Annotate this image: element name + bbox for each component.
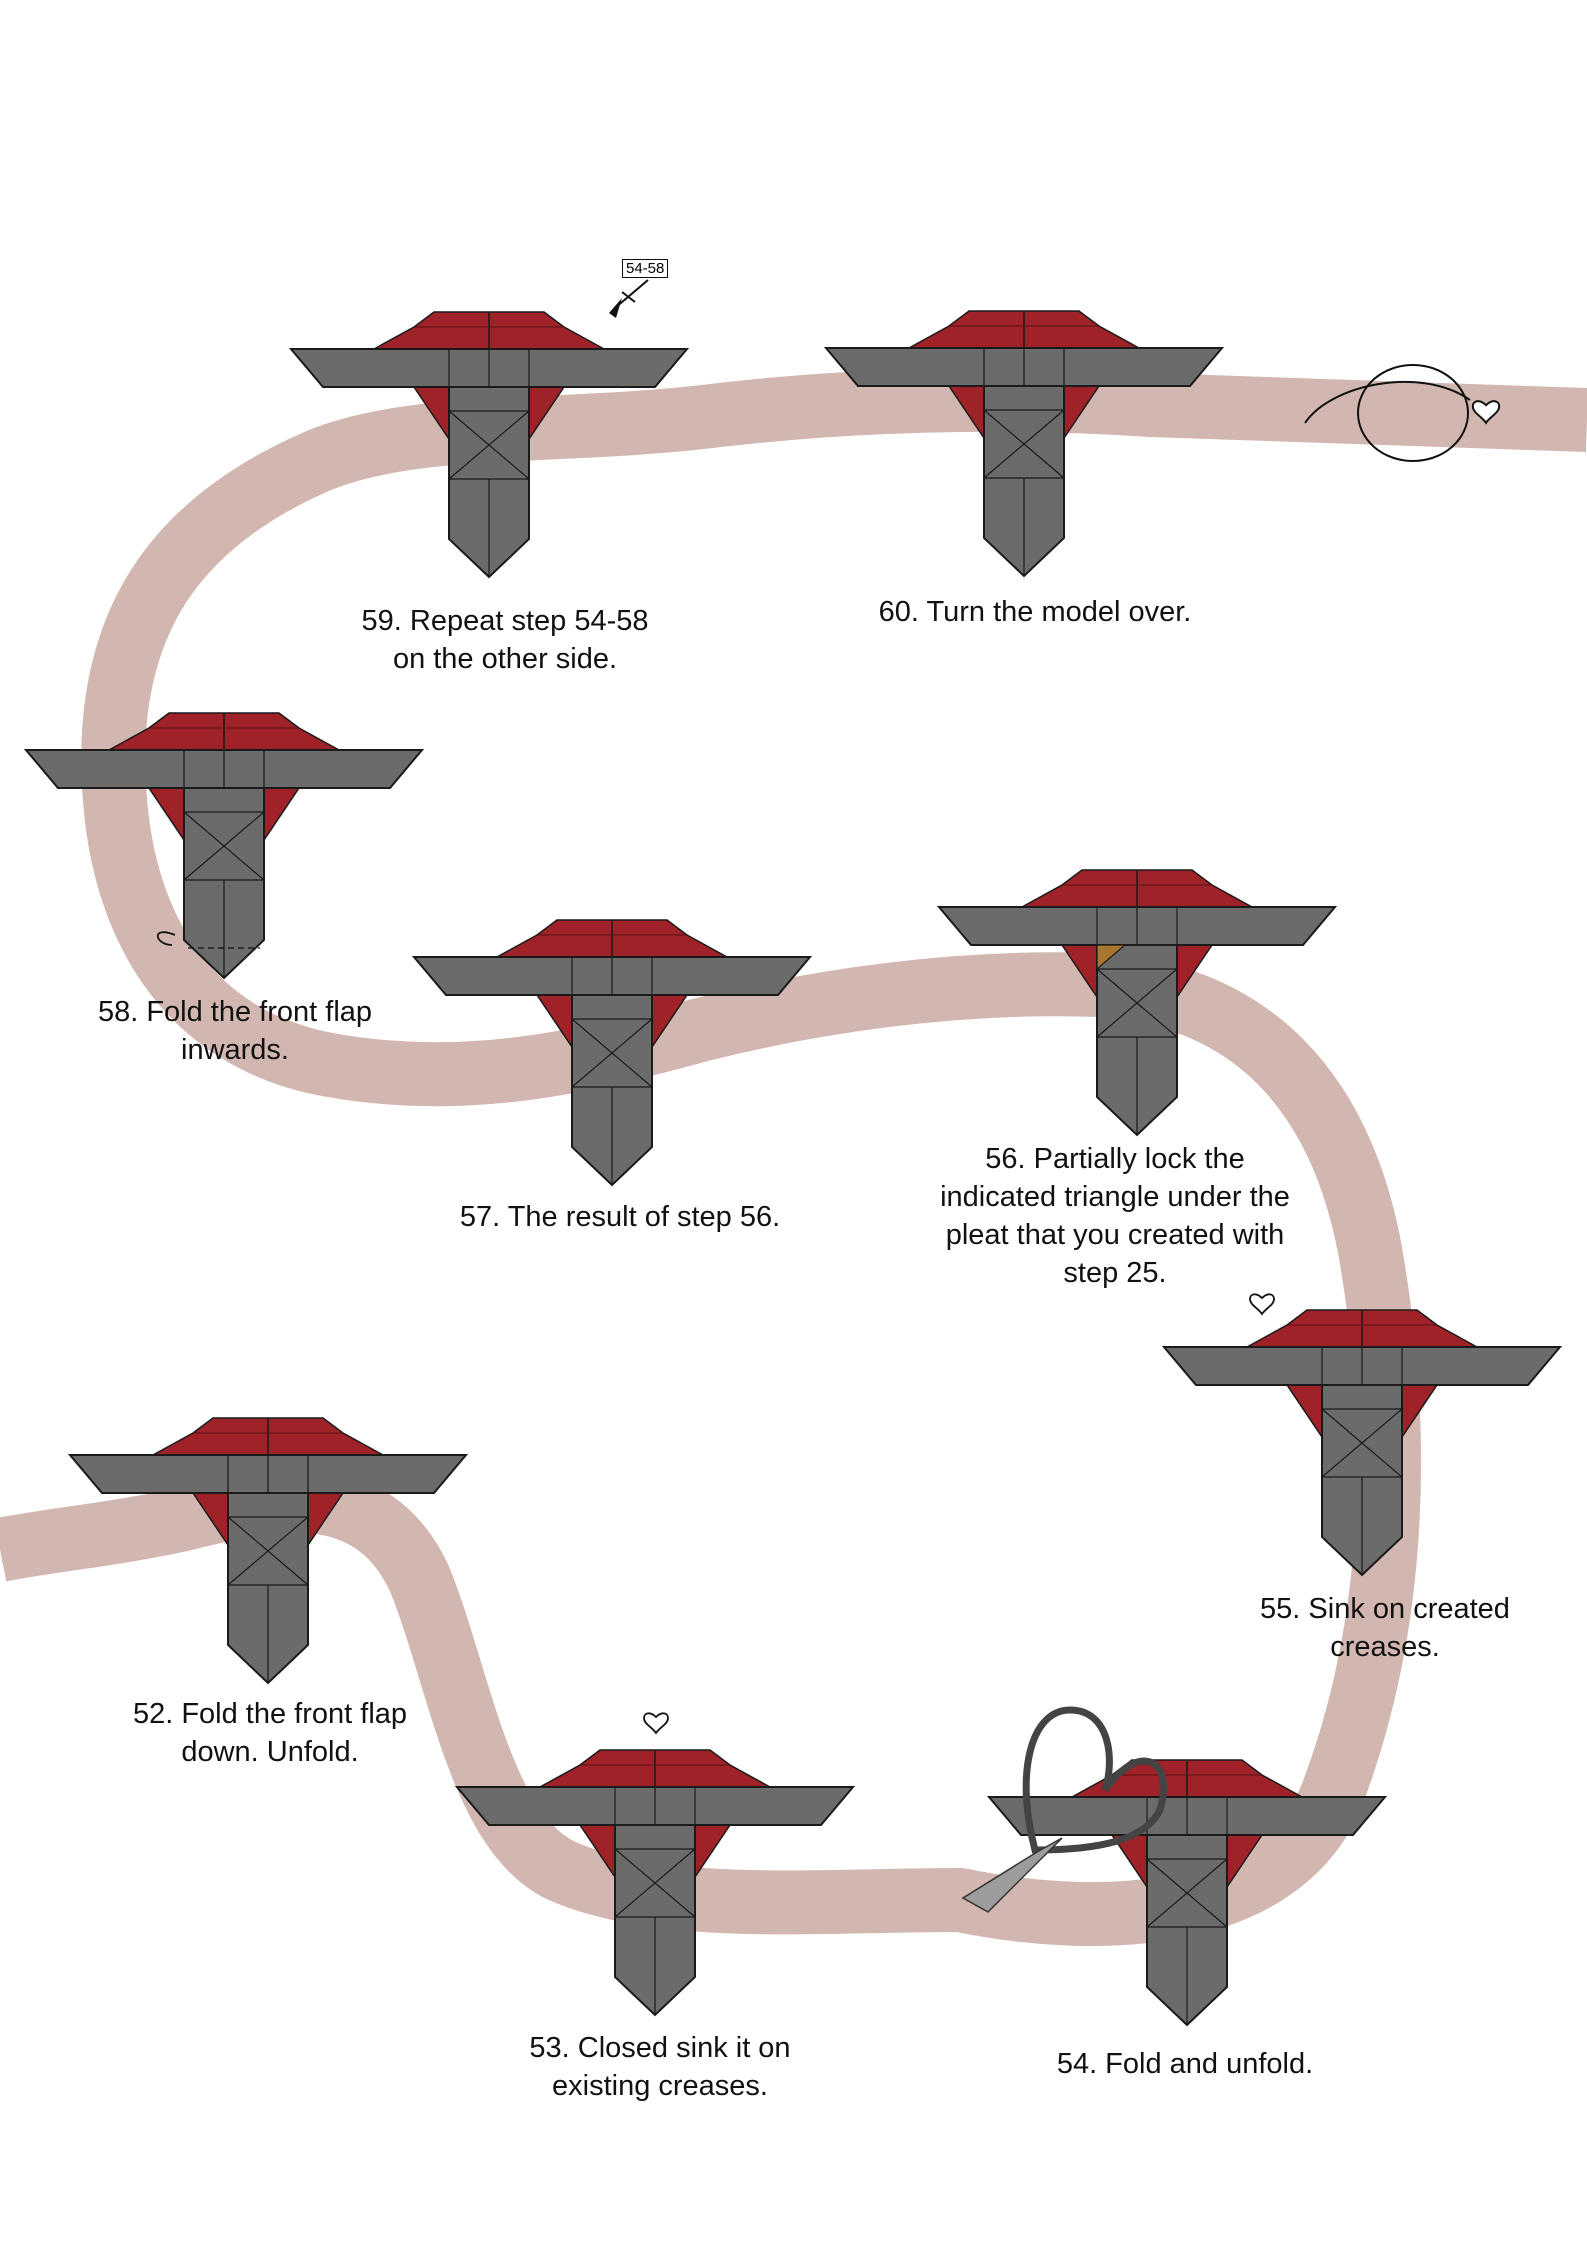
- red-wing-left: [147, 787, 185, 843]
- heart-icon: [643, 1712, 669, 1735]
- caption-line: 60. Turn the model over.: [878, 596, 1192, 628]
- caption-line: 56. Partially lock the: [985, 1143, 1245, 1175]
- caption-line: inwards.: [181, 1034, 289, 1066]
- caption-step-57: 57. The result of step 56.: [430, 1198, 810, 1236]
- crease-line: [448, 410, 530, 480]
- caption-step-54: 54. Fold and unfold.: [1010, 2045, 1360, 2083]
- model-step-59: [288, 311, 690, 579]
- caption-step-55: 55. Sink on created creases.: [1210, 1590, 1560, 1666]
- model-step-56: [936, 869, 1338, 1137]
- caption-line: 57. The result of step 56.: [459, 1201, 781, 1233]
- caption-line: creases.: [1330, 1631, 1440, 1663]
- caption-line: existing creases.: [552, 2070, 768, 2102]
- magnifier-rim: [1022, 1706, 1168, 1854]
- model-step-53: [454, 1749, 856, 2017]
- highlight-triangle: [1096, 944, 1127, 971]
- crease-line: [1146, 1858, 1228, 1928]
- crease-line: [571, 1018, 653, 1088]
- caption-line: 53. Closed sink it on: [529, 2032, 791, 2064]
- red-wing-right: [263, 787, 301, 843]
- caption-step-60: 60. Turn the model over.: [845, 593, 1225, 631]
- repeat-range-label: 54-58: [622, 259, 669, 278]
- model-step-55: [1161, 1309, 1563, 1577]
- crease-line: [1321, 1408, 1403, 1478]
- caption-step-59: 59. Repeat step 54-58 on the other side.: [330, 602, 680, 678]
- red-wing-left: [1285, 1384, 1323, 1440]
- caption-line: pleat that you created with: [945, 1219, 1285, 1251]
- model-step-57: [411, 919, 813, 1187]
- crease-line: [983, 409, 1065, 479]
- caption-line: step 25.: [1063, 1257, 1167, 1289]
- crease-line: [1096, 968, 1178, 1038]
- fold-arc: [156, 931, 176, 946]
- heart-shape: [1471, 400, 1501, 425]
- caption-line: indicated triangle under the: [940, 1181, 1290, 1213]
- repeat-line: [614, 279, 649, 309]
- caption-line: 52. Fold the front flap: [132, 1698, 408, 1730]
- repeat-tick: [621, 291, 636, 303]
- magnifier-icon: [961, 1706, 1168, 1913]
- caption-line: 55. Sink on created: [1260, 1593, 1510, 1625]
- ribbon-path: [0, 367, 1587, 1947]
- caption-step-53: 53. Closed sink it on existing creases.: [485, 2029, 835, 2105]
- caption-step-52: 52. Fold the front flap down. Unfold.: [95, 1695, 445, 1771]
- turn-circle: [1357, 364, 1469, 462]
- magnifier-handle: [961, 1837, 1063, 1913]
- caption-line: down. Unfold.: [181, 1736, 359, 1768]
- heart-icon: [1249, 1293, 1275, 1316]
- caption-line: on the other side.: [392, 643, 618, 675]
- heart-icon: [1471, 400, 1501, 425]
- heart-shape: [643, 1712, 669, 1735]
- crease-line: [227, 1516, 309, 1586]
- model-step-52: [67, 1417, 469, 1685]
- caption-step-58: 58. Fold the front flap inwards.: [60, 993, 410, 1069]
- crease-line: [183, 811, 265, 881]
- model-step-60: [823, 310, 1225, 578]
- caption-step-56: 56. Partially lock the indicated triangl…: [915, 1140, 1315, 1292]
- fold-arrow-icon: [156, 931, 260, 949]
- heart-shape: [1249, 1293, 1275, 1316]
- caption-line: 58. Fold the front flap: [97, 996, 373, 1028]
- turn-over-icon: [1304, 364, 1471, 462]
- turn-arc: [1304, 380, 1471, 424]
- caption-line: 59. Repeat step 54-58: [361, 605, 649, 637]
- crease-line: [614, 1848, 696, 1918]
- repeat-arrow-icon: [609, 279, 649, 318]
- repeat-arrowhead: [609, 298, 622, 318]
- caption-line: 54. Fold and unfold.: [1056, 2048, 1314, 2080]
- model-step-58: [23, 712, 425, 980]
